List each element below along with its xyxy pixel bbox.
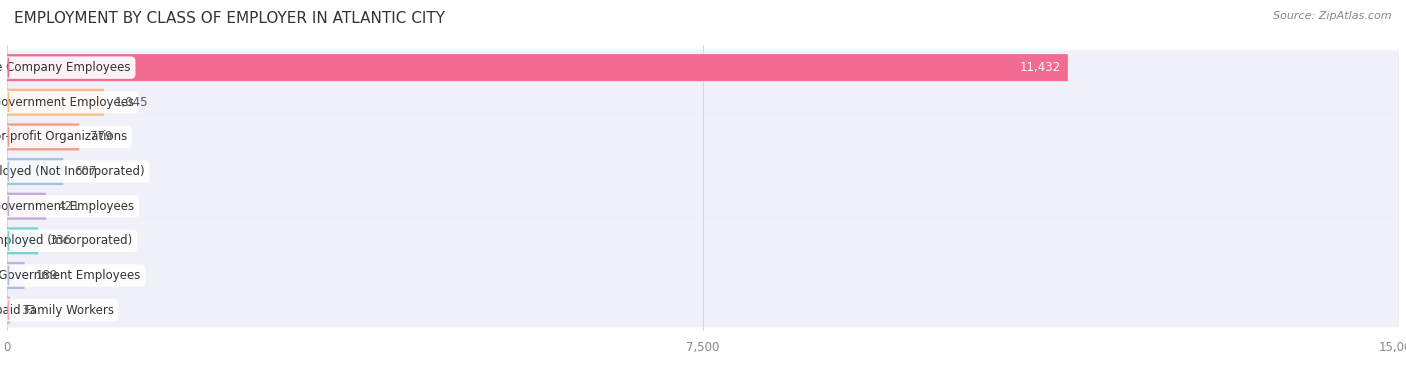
FancyBboxPatch shape: [7, 262, 24, 289]
Text: Unpaid Family Workers: Unpaid Family Workers: [0, 303, 114, 317]
Text: Source: ZipAtlas.com: Source: ZipAtlas.com: [1274, 11, 1392, 21]
Text: State Government Employees: State Government Employees: [0, 200, 135, 213]
FancyBboxPatch shape: [7, 123, 79, 150]
Text: 11,432: 11,432: [1019, 61, 1060, 74]
Text: 779: 779: [90, 130, 112, 143]
FancyBboxPatch shape: [7, 154, 1399, 189]
Text: Self-Employed (Not Incorporated): Self-Employed (Not Incorporated): [0, 165, 145, 178]
FancyBboxPatch shape: [7, 227, 38, 254]
Text: Federal Government Employees: Federal Government Employees: [0, 269, 141, 282]
FancyBboxPatch shape: [7, 50, 1399, 85]
Text: Self-Employed (Incorporated): Self-Employed (Incorporated): [0, 234, 132, 247]
Text: 189: 189: [35, 269, 58, 282]
FancyBboxPatch shape: [7, 193, 46, 220]
Text: 607: 607: [75, 165, 97, 178]
Text: Local Government Employees: Local Government Employees: [0, 96, 134, 109]
Text: Not-for-profit Organizations: Not-for-profit Organizations: [0, 130, 127, 143]
Text: Private Company Employees: Private Company Employees: [0, 61, 131, 74]
FancyBboxPatch shape: [7, 54, 1069, 81]
FancyBboxPatch shape: [7, 120, 1399, 154]
Text: 1,045: 1,045: [115, 96, 149, 109]
FancyBboxPatch shape: [7, 223, 1399, 258]
FancyBboxPatch shape: [7, 189, 1399, 223]
FancyBboxPatch shape: [7, 89, 104, 116]
FancyBboxPatch shape: [7, 158, 63, 185]
FancyBboxPatch shape: [7, 297, 10, 324]
Text: 33: 33: [21, 303, 37, 317]
FancyBboxPatch shape: [7, 85, 1399, 120]
Text: 421: 421: [58, 200, 80, 213]
FancyBboxPatch shape: [7, 293, 1399, 327]
FancyBboxPatch shape: [7, 258, 1399, 293]
Text: EMPLOYMENT BY CLASS OF EMPLOYER IN ATLANTIC CITY: EMPLOYMENT BY CLASS OF EMPLOYER IN ATLAN…: [14, 11, 446, 26]
Text: 336: 336: [49, 234, 72, 247]
